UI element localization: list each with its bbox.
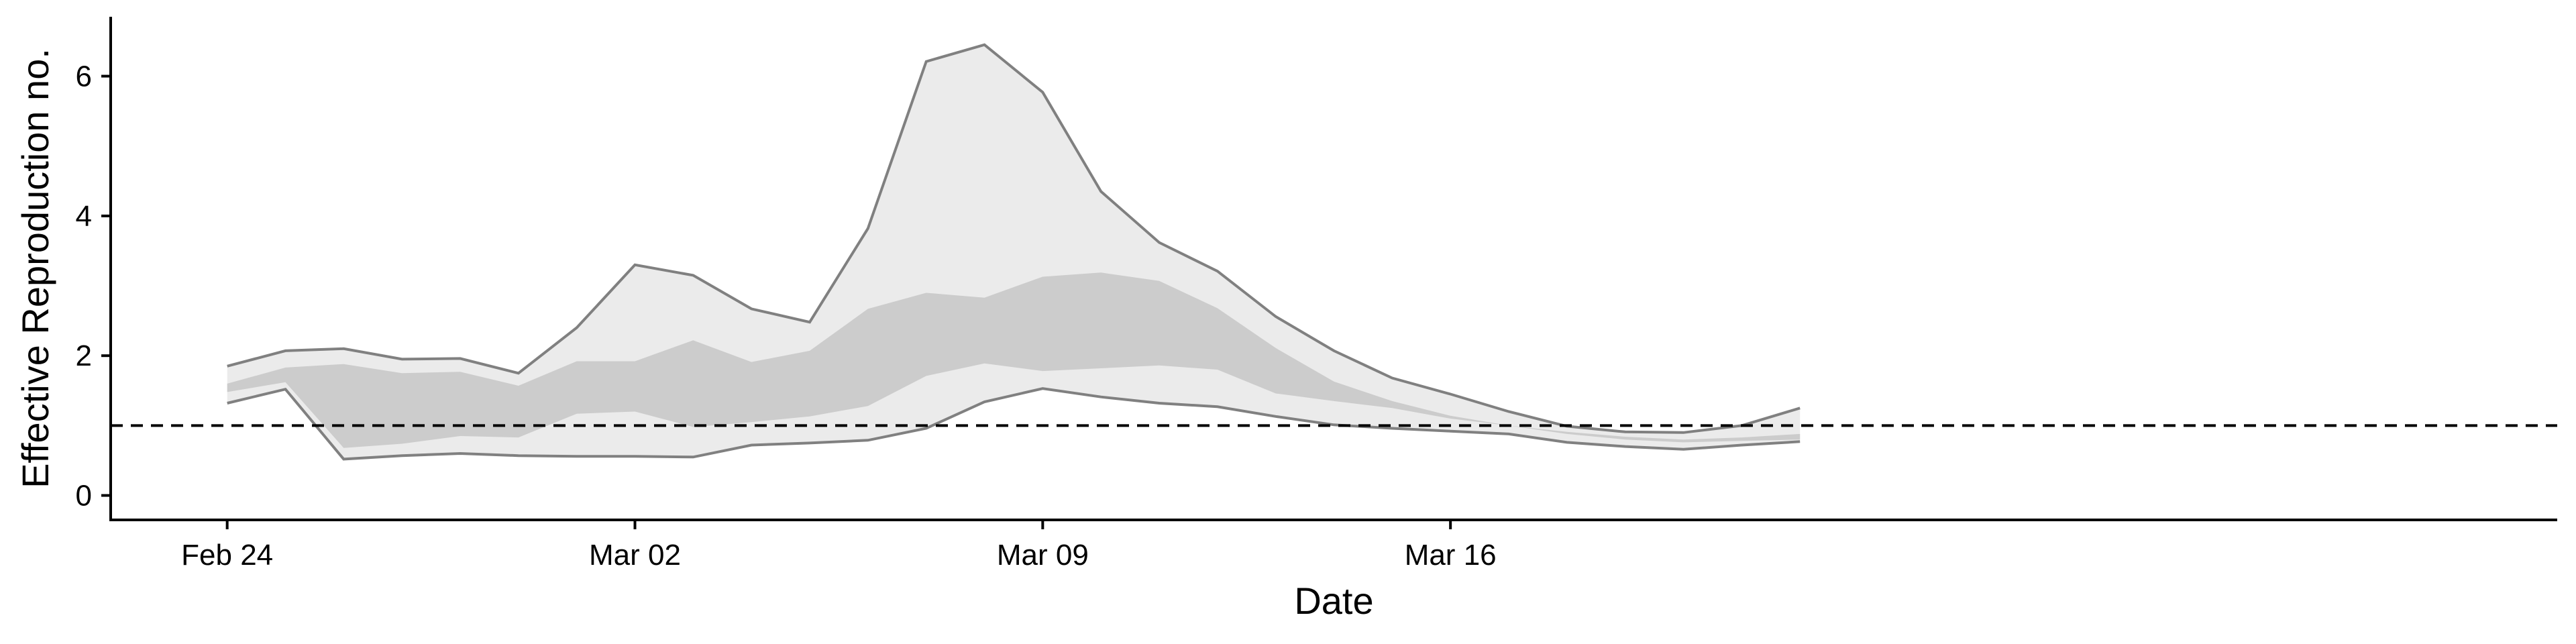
y-ticks: 0 2 4 6 [76,60,111,513]
y-tick-label: 4 [76,200,92,233]
x-ticks: Feb 24 Mar 02 Mar 09 Mar 16 [181,520,1497,572]
y-axis-title: Effective Reproduction no. [14,48,56,488]
axes [109,17,2557,521]
outer-lower-line [227,387,1801,461]
x-tick-label: Feb 24 [181,539,273,572]
y-tick-label: 2 [76,339,92,372]
outline-layer [227,43,1801,461]
y-tick-label: 0 [76,480,92,513]
x-tick-label: Mar 02 [589,539,681,572]
x-tick-label: Mar 09 [997,539,1089,572]
y-tick-label: 6 [76,60,92,93]
x-axis-title: Date [1294,580,1373,622]
x-tick-label: Mar 16 [1405,539,1497,572]
outer-band [227,44,1801,460]
bands-layer [227,44,1801,460]
inner-band [227,272,1801,448]
outer-upper-line [227,43,1801,434]
